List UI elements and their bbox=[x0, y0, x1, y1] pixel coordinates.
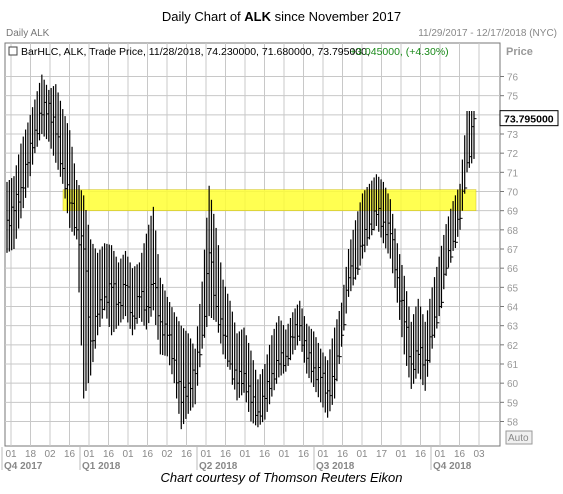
auto-scale-button[interactable]: Auto bbox=[505, 430, 533, 445]
price-bar bbox=[436, 266, 440, 329]
date-tick-label: 02 bbox=[44, 449, 56, 460]
price-tick-label: 71 bbox=[507, 168, 519, 179]
date-tick-label: 16 bbox=[142, 449, 154, 460]
date-tick-label: 01 bbox=[434, 449, 446, 460]
quarter-label: Q4 2017 bbox=[4, 461, 43, 472]
price-axis-title: Price bbox=[506, 46, 533, 58]
price-tick-label: 76 bbox=[507, 73, 519, 84]
price-tick-label: 64 bbox=[507, 303, 519, 314]
price-bar bbox=[440, 245, 444, 309]
quarter-label: Q1 2018 bbox=[82, 461, 121, 472]
price-tick-label: 60 bbox=[507, 379, 519, 390]
price-tick-label: 61 bbox=[507, 360, 519, 371]
time-axis: 01 18 02 16 01 16 01 16 02 16 01 16 01 16 01 16 01 16 01 17… bbox=[1, 447, 485, 472]
date-tick-label: 01 bbox=[122, 449, 134, 460]
legend-change: +3.045000, (+4.30%) bbox=[350, 46, 449, 58]
legend-row: BarHLC, ALK, Trade Price, 11/28/2018, 74… bbox=[8, 46, 449, 58]
price-tick-label: 69 bbox=[507, 207, 519, 218]
price-tick-label: 75 bbox=[507, 92, 519, 103]
legend-text: BarHLC, ALK, Trade Price, 11/28/2018, 74… bbox=[21, 46, 370, 58]
plot-area bbox=[4, 42, 501, 447]
date-tick-label: 16 bbox=[181, 449, 193, 460]
price-tick-label: 65 bbox=[507, 283, 519, 294]
date-tick-label: 01 bbox=[5, 449, 17, 460]
quarter-label: Q3 2018 bbox=[316, 461, 355, 472]
date-tick-label: 01 bbox=[200, 449, 212, 460]
price-tick-label: 66 bbox=[507, 264, 519, 275]
price-bar bbox=[343, 284, 347, 331]
chart-caption: Chart courtesy of Thomson Reuters Eikon bbox=[160, 470, 403, 485]
price-bar bbox=[199, 303, 203, 368]
date-tick-label: 18 bbox=[25, 449, 37, 460]
date-range-label: 11/29/2017 - 12/17/2018 (NYC) bbox=[418, 28, 557, 39]
date-tick-label: 16 bbox=[220, 449, 232, 460]
price-bar bbox=[357, 211, 361, 275]
price-bar bbox=[450, 208, 454, 263]
highlight-zone bbox=[62, 189, 477, 211]
price-tick-label: 63 bbox=[507, 322, 519, 333]
date-tick-label: 01 bbox=[395, 449, 407, 460]
date-tick-label: 16 bbox=[298, 449, 310, 460]
date-tick-label: 16 bbox=[103, 449, 115, 460]
price-tick-label: 70 bbox=[507, 188, 519, 199]
legend-swatch bbox=[8, 46, 18, 56]
date-tick-label: 01 bbox=[239, 449, 251, 460]
price-tick-label: 73 bbox=[507, 130, 519, 141]
chart-subtitle: Daily ALK bbox=[6, 28, 50, 39]
date-tick-label: 01 bbox=[83, 449, 95, 460]
current-price-label: 73.795000 bbox=[504, 114, 554, 126]
price-tick-label: 62 bbox=[507, 341, 519, 352]
quarter-label: Q2 2018 bbox=[199, 461, 238, 472]
price-bar bbox=[445, 224, 449, 276]
price-bar bbox=[464, 135, 468, 194]
price-bar bbox=[454, 195, 458, 249]
price-bar bbox=[338, 310, 342, 364]
price-tick-label: 72 bbox=[507, 149, 519, 160]
date-tick-label: 16 bbox=[415, 449, 427, 460]
price-bar bbox=[459, 183, 463, 230]
date-tick-label: 01 bbox=[317, 449, 329, 460]
date-tick-label: 17 bbox=[376, 449, 388, 460]
date-tick-label: 16 bbox=[337, 449, 349, 460]
date-tick-label: 03 bbox=[473, 449, 485, 460]
auto-scale-label[interactable]: Auto bbox=[508, 433, 529, 444]
date-tick-label: 16 bbox=[64, 449, 76, 460]
price-tick-label: 68 bbox=[507, 226, 519, 237]
price-bar bbox=[340, 302, 345, 347]
chart-title: Daily Chart of ALK since November 2017 bbox=[161, 9, 402, 24]
price-tick-label: 58 bbox=[507, 418, 519, 429]
price-tick-label: 59 bbox=[507, 398, 519, 409]
date-tick-label: 01 bbox=[356, 449, 368, 460]
current-price-tag: 73.795000 bbox=[499, 110, 559, 127]
quarter-label: Q4 2018 bbox=[433, 461, 472, 472]
date-tick-label: 02 bbox=[161, 449, 173, 460]
price-tick-label: 67 bbox=[507, 245, 519, 256]
price-bar bbox=[473, 111, 477, 159]
price-bars bbox=[6, 74, 477, 430]
date-tick-label: 01 bbox=[278, 449, 290, 460]
date-tick-label: 16 bbox=[259, 449, 271, 460]
date-tick-label: 16 bbox=[454, 449, 466, 460]
